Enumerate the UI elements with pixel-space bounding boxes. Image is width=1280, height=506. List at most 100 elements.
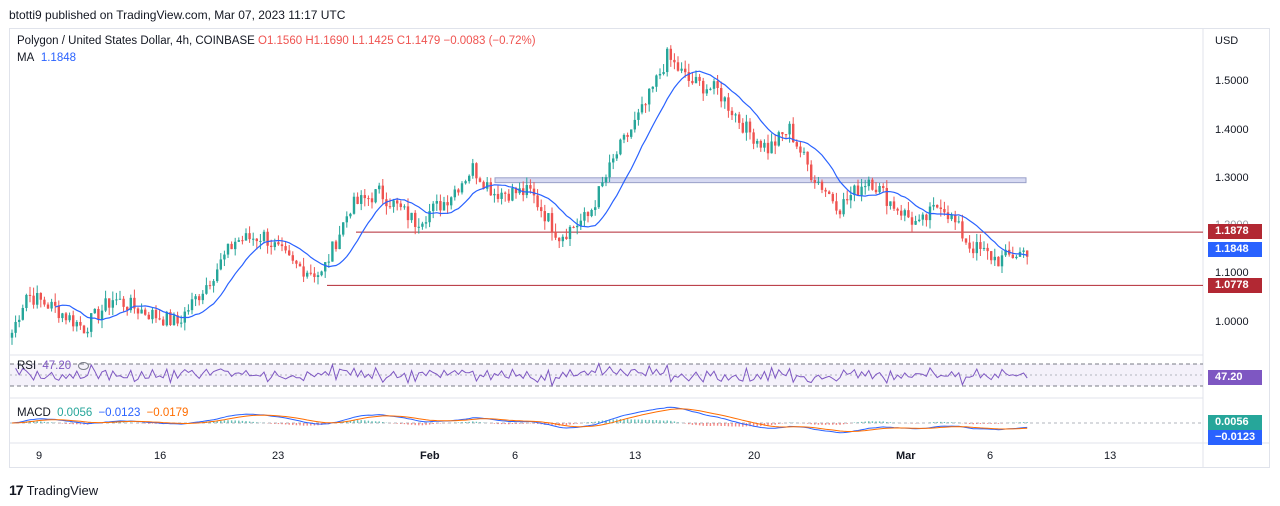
candle-body (10, 332, 14, 338)
candle-body (241, 240, 244, 242)
candle-body (255, 238, 258, 242)
price-tick: 1.0000 (1215, 316, 1249, 328)
candle-body (201, 293, 204, 301)
candle-body (244, 233, 248, 241)
ma-label: MA (17, 52, 34, 64)
candle-body (691, 80, 694, 84)
candle-body (698, 76, 701, 81)
candle-body (597, 186, 600, 208)
candle-body (363, 195, 366, 199)
candle-body (964, 238, 968, 243)
candle-body (216, 269, 219, 282)
candle-body (259, 240, 262, 242)
candle-body (824, 189, 827, 192)
candle-body (403, 206, 406, 208)
candle-body (792, 123, 795, 143)
candle-body (943, 209, 946, 213)
ma-legend: MA 1.1848 (17, 52, 76, 64)
candle-body (219, 259, 222, 270)
candle-body (478, 178, 482, 182)
x-tick: Mar (896, 450, 916, 462)
candle-body (424, 222, 428, 224)
candle-body (475, 163, 478, 179)
candle-body (957, 221, 960, 223)
candle-body (18, 319, 21, 322)
ohlc-high: H1.1690 (305, 35, 349, 47)
candle-body (75, 321, 78, 327)
candle-body (133, 297, 136, 309)
footer-brand: TradingView (26, 482, 99, 498)
candle-body (622, 134, 626, 140)
candle-body (295, 260, 298, 264)
macd-legend: MACD 0.0056 −0.0123 −0.0179 (17, 407, 188, 419)
candle-body (849, 195, 852, 201)
candle-body (1000, 255, 1004, 267)
candle-body (122, 298, 125, 307)
candle-body (205, 285, 208, 294)
candle-body (781, 132, 784, 135)
candle-body (550, 213, 554, 233)
candle-body (907, 210, 910, 218)
candle-body (230, 243, 233, 250)
candle-body (86, 331, 89, 334)
candle-body (687, 72, 690, 81)
macd-label: MACD (17, 407, 51, 419)
candle-body (896, 208, 899, 211)
candle-body (169, 312, 172, 326)
candle-body (856, 185, 860, 196)
candle-body (784, 134, 788, 136)
candle-body (270, 245, 273, 248)
candle-body (457, 189, 460, 193)
candle-body (705, 89, 708, 94)
candle-body (738, 114, 741, 123)
candle-body (882, 186, 885, 188)
macd-signal-line (11, 408, 1028, 432)
candle-body (414, 212, 417, 227)
rsi-label: RSI (17, 360, 37, 372)
candle-body (158, 318, 161, 320)
tradingview-logo[interactable]: 17 TradingView (9, 482, 98, 498)
candle-body (554, 232, 557, 238)
candle-body (914, 221, 917, 225)
candle-body (180, 322, 183, 324)
candle-body (604, 177, 608, 183)
macd-line-value: −0.0123 (98, 407, 141, 419)
candle-body (108, 298, 111, 308)
candle-body (871, 179, 874, 190)
candle-body (831, 193, 834, 202)
x-tick: 6 (987, 450, 994, 462)
candle-body (1022, 250, 1025, 252)
eye-icon[interactable] (78, 361, 90, 370)
x-tick: 13 (1104, 450, 1117, 462)
candle-body (190, 299, 194, 311)
candle-body (525, 185, 528, 196)
candle-body (453, 189, 456, 198)
candle-body (813, 179, 816, 183)
candle-body (788, 123, 791, 135)
candle-body (464, 181, 467, 184)
candle-body (892, 201, 896, 209)
candle-body (417, 226, 420, 228)
price-tick: 1.4000 (1215, 124, 1249, 136)
x-tick: 9 (36, 450, 43, 462)
candle-body (399, 203, 402, 208)
candle-body (334, 241, 338, 250)
candle-body (561, 236, 564, 242)
candle-body (885, 187, 888, 206)
rsi-badge: 47.20 (1208, 370, 1262, 385)
price-tick: 1.5000 (1215, 75, 1249, 87)
candle-body (313, 273, 316, 278)
main-legend: Polygon / United States Dollar, 4h, COIN… (17, 35, 536, 47)
candle-body (511, 187, 514, 201)
candle-body (630, 129, 633, 137)
candle-body (860, 186, 863, 196)
candle-body (838, 210, 842, 215)
candle-body (115, 299, 118, 301)
candle-body (720, 87, 723, 102)
candle-body (378, 185, 381, 190)
candle-body (529, 185, 532, 189)
resistance-badge: 1.1878 (1208, 224, 1262, 239)
macd-badge: 0.0056 (1208, 415, 1262, 430)
candle-body (774, 141, 777, 146)
